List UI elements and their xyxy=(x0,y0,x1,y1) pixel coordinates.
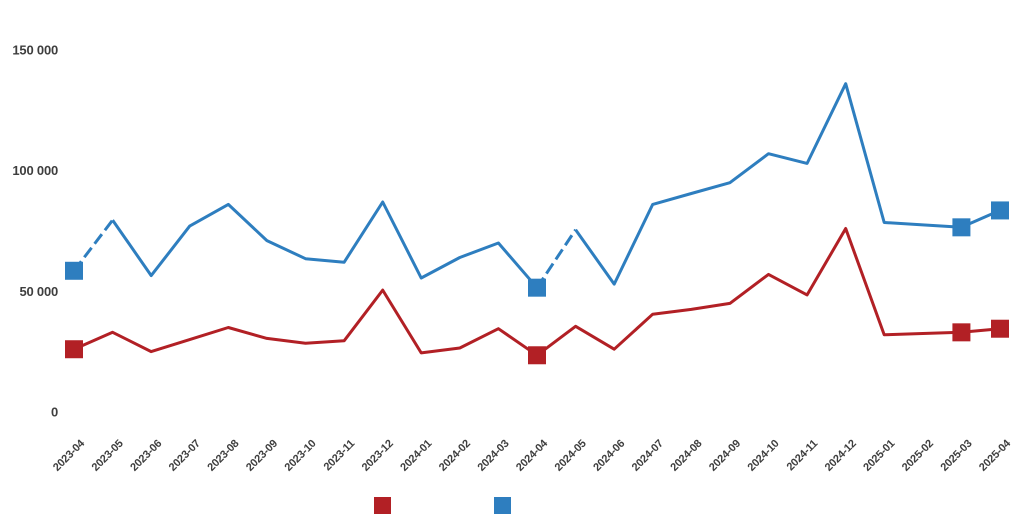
x-axis-tick-label: 2025-02 xyxy=(900,438,936,474)
x-axis-tick-label: 2024-11 xyxy=(785,438,821,474)
series-red-marker-2025-03 xyxy=(952,323,971,342)
series-layer xyxy=(72,82,1001,357)
x-axis-tick-label: 2023-06 xyxy=(128,438,164,474)
y-axis-tick-label: 50 000 xyxy=(19,284,58,299)
legend-swatch-2 xyxy=(494,497,511,514)
x-axis-tick-label: 2024-10 xyxy=(746,438,782,474)
x-axis-tick-label: 2023-08 xyxy=(205,438,241,474)
x-axis-tick-label: 2024-03 xyxy=(475,438,511,474)
series-blue-marker-2023-04 xyxy=(65,261,83,280)
series-red-marker-2023-04 xyxy=(65,340,83,359)
x-axis-tick-label: 2023-07 xyxy=(167,438,203,474)
x-axis-tick-label: 2024-05 xyxy=(553,438,589,474)
x-axis: 2023-04 2023-05 2023-06 2023-07 2023-08 2023-… xyxy=(51,437,1014,474)
series-blue-line xyxy=(574,82,1001,286)
x-axis-tick-label: 2024-12 xyxy=(823,438,859,474)
series-blue-marker-2025-04 xyxy=(990,201,1009,220)
x-axis-tick-label: 2023-09 xyxy=(244,438,280,474)
x-axis-tick-label: 2023-05 xyxy=(90,438,126,474)
y-axis-tick-label: 100 000 xyxy=(12,163,58,178)
x-axis-tick-label: 2024-06 xyxy=(591,438,627,474)
x-axis-tick-label: 2023-10 xyxy=(283,438,319,474)
x-axis-tick-label: 2025-03 xyxy=(938,438,974,474)
series-blue-marker-2025-03 xyxy=(952,218,971,237)
legend xyxy=(374,497,511,514)
x-axis-tick-label: 2024-07 xyxy=(630,438,666,474)
marker-layer xyxy=(65,201,1009,365)
x-axis-tick-label: 2025-01 xyxy=(861,438,897,474)
x-axis-tick-label: 2025-04 xyxy=(977,437,1014,474)
series-blue-dashed-segment xyxy=(535,228,577,289)
x-axis-tick-label: 2024-08 xyxy=(668,438,704,474)
x-axis-tick-label: 2024-04 xyxy=(514,437,551,474)
legend-swatch-1 xyxy=(374,497,391,514)
x-axis-tick-label: 2023-11 xyxy=(322,438,358,474)
y-axis: 0 50 000 100 000 150 000 xyxy=(12,42,58,419)
x-axis-tick-label: 2024-09 xyxy=(707,438,743,474)
x-axis-tick-label: 2024-02 xyxy=(437,438,473,474)
x-axis-tick-label: 2023-04 xyxy=(51,437,88,474)
series-blue-line xyxy=(111,200,539,289)
x-axis-tick-label: 2023-12 xyxy=(360,438,396,474)
x-axis-tick-label: 2024-01 xyxy=(398,438,434,474)
series-red-marker-2025-04 xyxy=(990,319,1009,338)
series-blue-marker-2024-04 xyxy=(527,278,546,297)
y-axis-tick-label: 150 000 xyxy=(12,42,58,57)
series-red-marker-2024-04 xyxy=(527,346,546,365)
y-axis-tick-label: 0 xyxy=(51,405,58,420)
